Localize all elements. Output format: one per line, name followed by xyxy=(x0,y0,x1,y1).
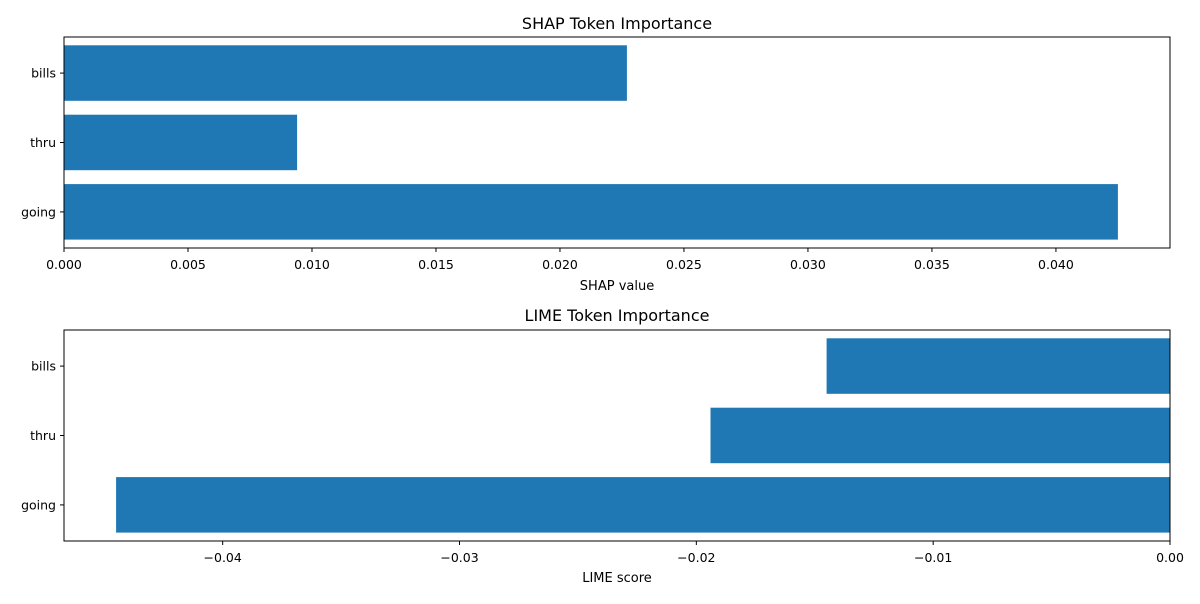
lime-x-tick-label: −0.04 xyxy=(204,550,242,565)
lime-x-axis-label: LIME score xyxy=(582,571,652,586)
shap-chart: SHAP Token Importance bills thru going 0.0… xyxy=(21,14,1171,294)
shap-x-tick-label: 0.010 xyxy=(294,257,330,272)
lime-chart-title: LIME Token Importance xyxy=(525,306,710,325)
lime-bar-thru xyxy=(710,407,1170,464)
lime-y-tick-label: thru xyxy=(30,428,56,443)
shap-y-axis: bills thru going xyxy=(21,66,64,219)
shap-y-tick-label: bills xyxy=(31,66,56,81)
lime-bars xyxy=(116,338,1171,533)
shap-bar-going xyxy=(64,184,1118,240)
shap-x-tick-label: 0.035 xyxy=(914,257,950,272)
shap-bar-bills xyxy=(64,45,627,101)
lime-x-tick-label: −0.02 xyxy=(677,550,715,565)
lime-x-tick-label: −0.03 xyxy=(440,550,478,565)
lime-x-tick-label: 0.00 xyxy=(1156,550,1184,565)
shap-x-tick-label: 0.000 xyxy=(46,257,82,272)
lime-y-tick-label: bills xyxy=(31,359,56,374)
shap-x-tick-label: 0.025 xyxy=(666,257,702,272)
lime-bar-bills xyxy=(826,338,1170,394)
shap-x-axis: 0.000 0.005 0.010 0.015 0.020 0.025 0.030 0.035… xyxy=(46,248,1074,272)
lime-x-tick-label: −0.01 xyxy=(914,550,952,565)
shap-x-tick-label: 0.005 xyxy=(170,257,206,272)
lime-y-tick-label: going xyxy=(21,497,56,512)
lime-y-axis: bills thru going xyxy=(21,359,64,512)
shap-x-axis-label: SHAP value xyxy=(580,279,654,294)
lime-chart: LIME Token Importance bills thru going −0.… xyxy=(21,306,1184,586)
shap-x-tick-label: 0.040 xyxy=(1038,257,1074,272)
shap-bars xyxy=(64,45,1118,240)
shap-y-tick-label: going xyxy=(21,204,56,219)
shap-x-tick-label: 0.030 xyxy=(790,257,826,272)
shap-x-tick-label: 0.015 xyxy=(418,257,454,272)
shap-y-tick-label: thru xyxy=(30,135,56,150)
shap-plot-frame xyxy=(63,36,1171,249)
lime-plot-frame xyxy=(63,329,1171,542)
lime-x-axis: −0.04 −0.03 −0.02 −0.01 0.00 xyxy=(204,541,1184,565)
shap-x-tick-label: 0.020 xyxy=(542,257,578,272)
shap-chart-title: SHAP Token Importance xyxy=(522,14,712,33)
shap-bar-thru xyxy=(64,114,298,171)
lime-bar-going xyxy=(116,477,1171,533)
